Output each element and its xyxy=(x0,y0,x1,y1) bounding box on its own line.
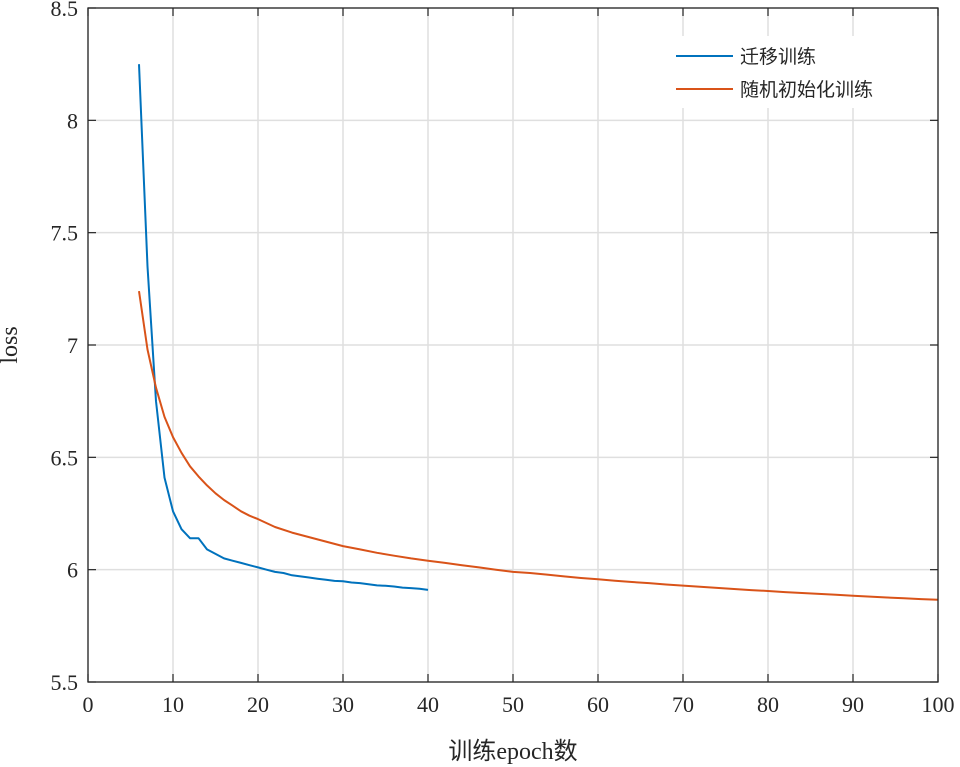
series-line-1 xyxy=(138,64,429,591)
y-tick-label: 6 xyxy=(67,558,78,583)
y-tick-label: 6.5 xyxy=(51,445,79,470)
x-tick-label: 0 xyxy=(83,692,94,717)
x-tick-label: 60 xyxy=(587,692,609,717)
y-tick-label: 8 xyxy=(67,108,78,133)
series-layer xyxy=(138,64,939,601)
y-axis-label: loss xyxy=(0,326,23,363)
x-tick-label: 30 xyxy=(332,692,354,717)
legend-label-1: 迁移训练 xyxy=(740,46,816,68)
x-tick-label: 10 xyxy=(162,692,184,717)
x-tick-label: 50 xyxy=(502,692,524,717)
x-tick-label: 40 xyxy=(417,692,439,717)
x-tick-label: 20 xyxy=(247,692,269,717)
y-tick-label: 7 xyxy=(67,333,78,358)
series-line-2 xyxy=(138,290,939,601)
x-tick-label: 70 xyxy=(672,692,694,717)
x-tick-label: 80 xyxy=(757,692,779,717)
legend-box xyxy=(668,36,918,108)
x-tick-label: 90 xyxy=(842,692,864,717)
y-tick-label: 7.5 xyxy=(51,221,79,246)
y-tick-label: 5.5 xyxy=(51,670,79,695)
x-axis-label: 训练epoch数 xyxy=(448,738,577,765)
legend-label-2: 随机初始化训练 xyxy=(740,79,873,101)
y-tick-label: 8.5 xyxy=(51,0,79,21)
x-tick-label: 100 xyxy=(922,692,955,717)
axis-ticks: 0 10 20 30 40 50 60 70 80 90 100 5.5 6 6.5 7 7.5 8 8.5 xyxy=(51,0,955,717)
